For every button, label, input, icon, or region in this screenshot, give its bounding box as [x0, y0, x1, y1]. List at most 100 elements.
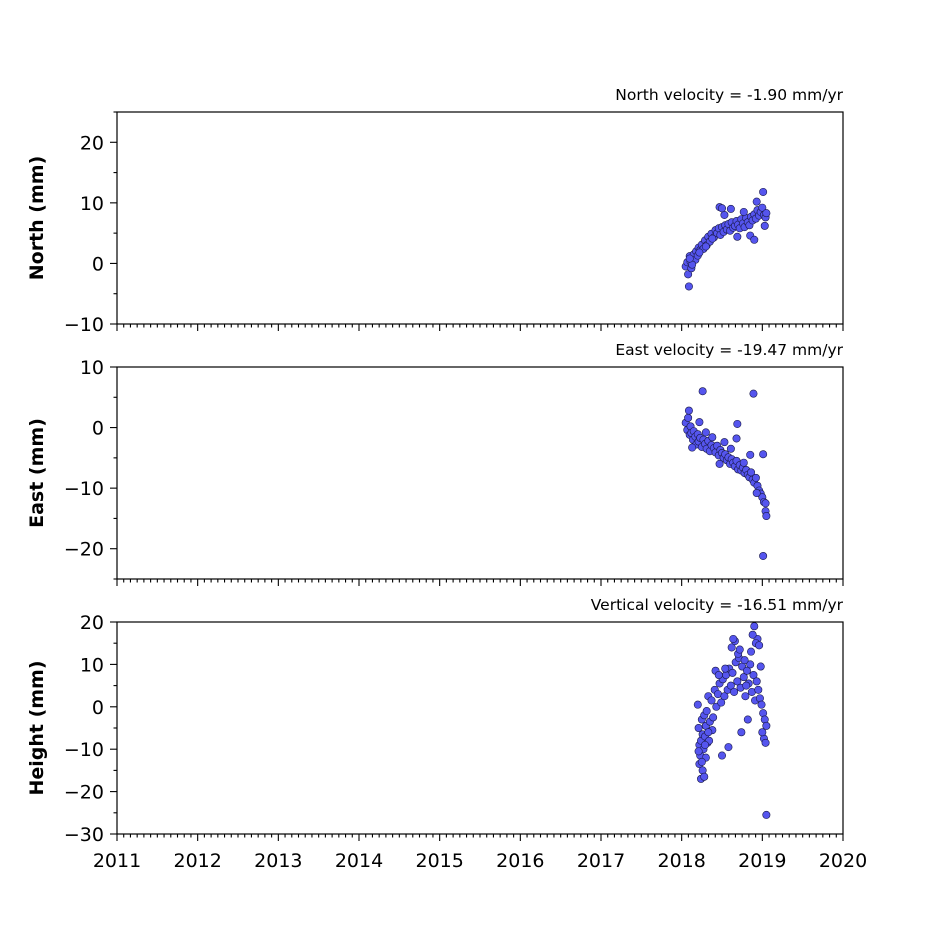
east-panel-points: [681, 387, 771, 560]
height-panel-x-tick-label: 2013: [254, 850, 302, 872]
height-panel-point: [757, 700, 766, 709]
height-panel-point: [747, 647, 756, 656]
height-panel-point: [709, 713, 718, 722]
east-panel-y-tick-label: −20: [64, 539, 104, 561]
height-panel-point: [756, 662, 765, 671]
height-panel-point: [700, 772, 709, 781]
height-panel-point: [762, 810, 771, 819]
height-panel-point: [748, 630, 757, 639]
east-panel-point: [762, 512, 771, 521]
height-panel-point: [724, 743, 733, 752]
north-panel-point: [726, 204, 735, 213]
east-panel-title: East velocity = -19.47 mm/yr: [615, 341, 843, 359]
height-panel-x-tick-label: 2020: [819, 850, 867, 872]
east-panel-point: [695, 418, 704, 427]
height-panel-point: [694, 723, 703, 732]
height-panel-y-tick-label: 20: [80, 612, 104, 634]
east-panel-point: [726, 444, 735, 453]
north-panel-point: [684, 282, 693, 291]
height-panel-point: [707, 696, 716, 705]
east-panel-point: [715, 459, 724, 468]
height-panel-point: [726, 681, 735, 690]
height-panel-point: [740, 656, 749, 665]
north-panel-point: [759, 187, 768, 196]
north-panel-ticks: −10 0 10 20: [64, 111, 844, 336]
height-panel-y-tick-label: −10: [64, 739, 104, 761]
north-panel-point: [733, 232, 742, 241]
height-panel-point: [742, 681, 751, 690]
height-panel-y-tick-label: 0: [92, 697, 104, 719]
height-panel: Vertical velocity = -16.51 mm/yr Height …: [26, 596, 867, 872]
north-panel-point: [701, 242, 710, 251]
north-panel-y-tick-label: 20: [80, 132, 104, 154]
height-panel-point: [741, 692, 750, 701]
north-panel-y-tick-label: −10: [64, 314, 104, 336]
east-panel-y-tick-label: 0: [92, 418, 104, 440]
height-panel-point: [737, 728, 746, 737]
height-panel-ticks: 2011 2012 2013 2014 2015 2016 2017 2018 2019 2020…: [64, 612, 867, 872]
height-panel-point: [758, 728, 767, 737]
height-panel-y-tick-label: −20: [64, 782, 104, 804]
east-panel-point: [759, 551, 768, 560]
height-panel-points: [693, 622, 771, 819]
east-panel-point: [732, 434, 741, 443]
height-panel-x-tick-label: 2019: [738, 850, 786, 872]
east-panel-point: [684, 413, 693, 422]
east-panel-point: [751, 473, 760, 482]
height-panel-y-tick-label: −30: [64, 824, 104, 846]
height-panel-point: [714, 670, 723, 679]
north-panel-point: [760, 221, 769, 230]
height-panel-point: [743, 666, 752, 675]
height-panel-point: [755, 641, 764, 650]
height-panel-x-tick-label: 2011: [93, 850, 141, 872]
height-panel-point: [752, 677, 761, 686]
east-panel-point: [684, 406, 693, 415]
height-panel-x-tick-label: 2017: [577, 850, 625, 872]
north-panel-points: [681, 187, 771, 291]
height-panel-point: [704, 728, 713, 737]
height-panel-point: [739, 673, 748, 682]
north-panel-y-tick-label: 10: [80, 193, 104, 215]
height-panel-point: [721, 664, 730, 673]
north-panel: North velocity = -1.90 mm/yr North (mm) …: [26, 86, 844, 336]
north-panel-point: [739, 207, 748, 216]
east-panel-point: [752, 488, 761, 497]
north-panel-title: North velocity = -1.90 mm/yr: [615, 86, 843, 104]
north-panel-y-tick-label: 0: [92, 253, 104, 275]
east-panel-point: [746, 450, 755, 459]
height-panel-point: [743, 715, 752, 724]
east-panel-point: [733, 419, 742, 428]
east-panel-y-tick-label: −10: [64, 478, 104, 500]
height-panel-x-tick-label: 2016: [496, 850, 544, 872]
height-panel-y-tick-label: 10: [80, 654, 104, 676]
height-panel-point: [746, 660, 755, 669]
east-panel-point: [698, 387, 707, 396]
height-panel-point: [728, 668, 737, 677]
height-panel-point: [750, 622, 759, 631]
height-panel-x-tick-label: 2014: [335, 850, 383, 872]
height-panel-point: [727, 643, 736, 652]
north-panel-point: [762, 209, 771, 218]
east-panel: East velocity = -19.47 mm/yr East (mm) −…: [26, 341, 844, 586]
east-panel-point: [759, 450, 768, 459]
height-panel-point: [701, 740, 710, 749]
height-panel-point: [702, 707, 711, 716]
north-panel-frame: [116, 111, 844, 325]
east-panel-point: [708, 433, 717, 442]
height-panel-point: [717, 698, 726, 707]
height-panel-point: [730, 687, 739, 696]
north-panel-ylabel: North (mm): [26, 156, 48, 281]
height-panel-point: [749, 670, 758, 679]
east-panel-point: [739, 458, 748, 467]
height-panel-point: [694, 747, 703, 756]
east-panel-point: [761, 499, 770, 508]
east-panel-point: [720, 438, 729, 447]
height-panel-point: [693, 700, 702, 709]
north-panel-point: [695, 248, 704, 257]
north-panel-point: [720, 210, 729, 219]
north-panel-point: [708, 234, 717, 243]
height-panel-point: [733, 677, 742, 686]
north-panel-point: [752, 197, 761, 206]
